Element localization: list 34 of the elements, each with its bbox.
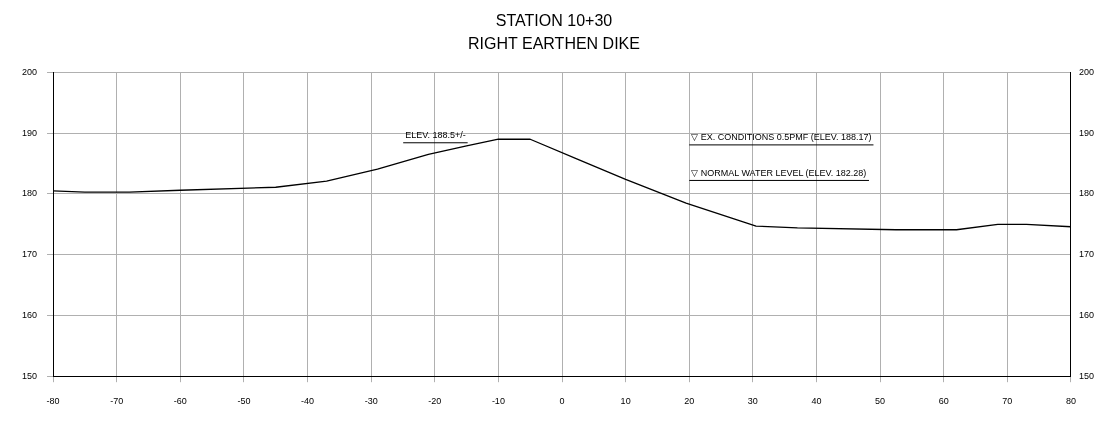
y2-tick-label: 160 <box>1078 309 1095 320</box>
x-tick-label: -40 <box>301 396 315 407</box>
x-tick-label: -60 <box>173 396 187 407</box>
x-tick-label: 10 <box>620 396 631 407</box>
x-tick-label: -50 <box>237 396 251 407</box>
y-tick-label: 150 <box>21 370 38 381</box>
chart-title: STATION 10+30 <box>495 12 613 30</box>
annotation: ▽ NORMAL WATER LEVEL (ELEV. 182.28) <box>691 167 867 178</box>
y-tick-label: 180 <box>21 188 38 199</box>
x-tick-label: -70 <box>110 396 124 407</box>
x-tick-label: -20 <box>428 396 442 407</box>
x-tick-label: -80 <box>46 396 60 407</box>
x-tick-label: 40 <box>811 396 822 407</box>
x-tick-label: 80 <box>1065 396 1076 407</box>
y-tick-label: 170 <box>21 249 38 260</box>
annotation: ▽ EX. CONDITIONS 0.5PMF (ELEV. 188.17) <box>691 132 872 143</box>
y2-tick-label: 170 <box>1078 249 1095 260</box>
x-tick-label: -30 <box>364 396 378 407</box>
x-tick-label: -10 <box>491 396 505 407</box>
y-tick-label: 200 <box>21 66 38 77</box>
x-tick-label: 50 <box>875 396 886 407</box>
y-tick-label: 160 <box>21 309 38 320</box>
x-tick-label: 0 <box>559 396 565 407</box>
x-tick-label: 20 <box>684 396 695 407</box>
x-tick-label: 60 <box>938 396 949 407</box>
x-tick-label: 70 <box>1002 396 1013 407</box>
chart-subtitle: RIGHT EARTHEN DIKE <box>468 35 640 53</box>
y2-tick-label: 180 <box>1078 188 1095 199</box>
x-tick-label: 30 <box>747 396 758 407</box>
y-tick-label: 190 <box>21 127 38 138</box>
annotation: ELEV. 188.5+/- <box>405 130 466 141</box>
y2-tick-label: 190 <box>1078 127 1095 138</box>
y2-tick-label: 200 <box>1078 66 1095 77</box>
y2-tick-label: 150 <box>1078 370 1095 381</box>
